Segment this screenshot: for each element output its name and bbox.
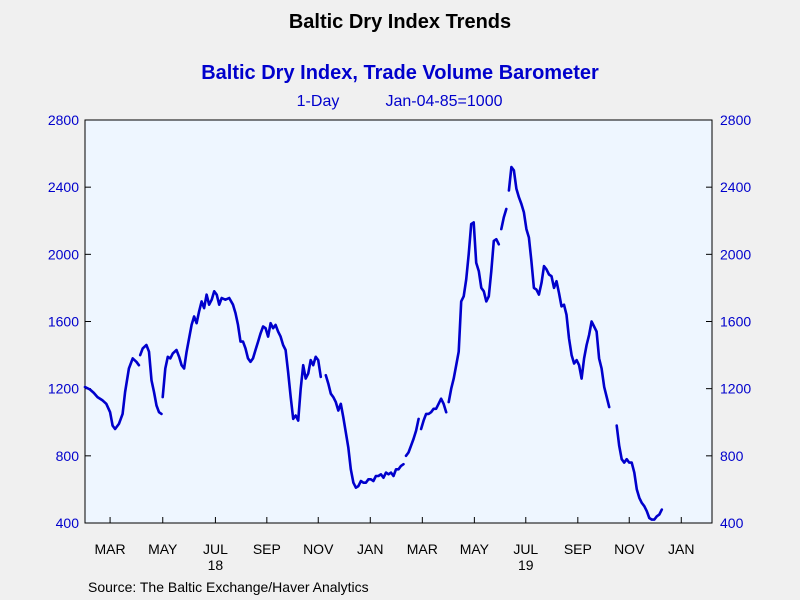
series-line-segment [499,207,508,231]
series-layer [83,165,664,521]
y-tick-label-left: 800 [56,448,80,464]
x-tick-label: JAN [357,541,383,557]
y-tick-label-right: 800 [720,448,744,464]
year-label: 18 [208,557,224,573]
x-tick-label: MAY [148,541,178,557]
y-tick-label-right: 2800 [720,112,751,128]
x-tick-label: SEP [253,541,281,557]
plot-area [84,119,713,524]
x-axis: MAR MAY JUL SEP NOV JAN MAR MAY JUL SEP NOV JAN 18 19 [95,517,695,573]
y-tick-label-right: 2000 [720,246,751,262]
x-tick-label: JUL [203,541,228,557]
x-tick-label: NOV [303,541,334,557]
y-tick-label-left: 1600 [48,314,79,330]
y-tick-label-left: 2000 [48,246,79,262]
x-tick-label: MAY [460,541,490,557]
year-label: 19 [518,557,534,573]
x-tick-label: MAR [407,541,438,557]
series-line-segment [419,397,448,431]
x-tick-label: NOV [614,541,645,557]
y-tick-label-right: 1600 [720,314,751,330]
y-tick-label-right: 2400 [720,179,751,195]
y-tick-label-right: 400 [720,515,744,531]
y-tick-label-left: 1200 [48,381,79,397]
chart-title: Baltic Dry Index Trends [289,11,511,33]
y-axis-left: 400 800 1200 1600 2000 2400 2800 [48,112,91,531]
base-label: Jan-04-85=1000 [386,93,503,110]
series-line-segment [161,289,323,422]
x-tick-label: MAR [95,541,126,557]
series-line-segment [138,343,163,416]
y-tick-label-left: 2400 [48,179,79,195]
series-line-segment [615,424,664,521]
y-tick-label-right: 1200 [720,381,751,397]
x-tick-label: JUL [513,541,538,557]
series-line-segment [324,373,405,490]
series-line-segment [447,221,501,404]
x-tick-label: JAN [668,541,694,557]
series-line-segment [507,165,611,409]
chart-subtitle: Baltic Dry Index, Trade Volume Barometer [201,62,599,84]
series-line-segment [404,417,420,458]
source-note: Source: The Baltic Exchange/Haver Analyt… [88,579,369,595]
y-axis-right: 400 800 1200 1600 2000 2400 2800 [706,112,751,531]
x-tick-label: SEP [564,541,592,557]
y-tick-label-left: 400 [56,515,80,531]
frequency-label: 1-Day [297,93,340,110]
series-line-segment [83,357,141,431]
y-tick-label-left: 2800 [48,112,79,128]
